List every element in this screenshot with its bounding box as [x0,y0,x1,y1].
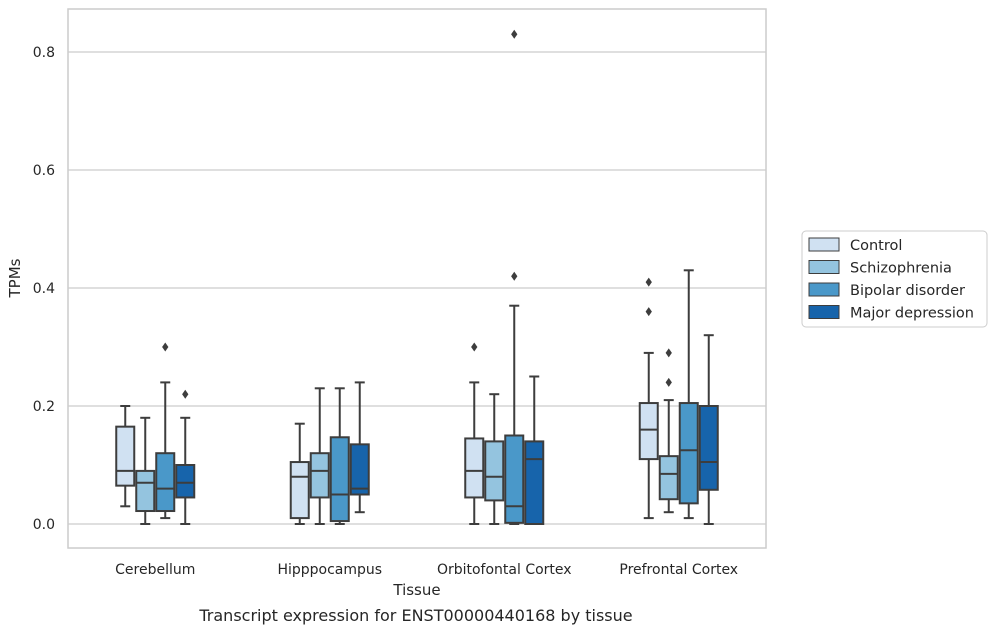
outlier-point [182,389,189,399]
outlier-point [665,348,672,358]
plot-frame [67,8,767,549]
y-tick-label: 0.6 [33,163,55,179]
box-major-depression [349,381,370,514]
box-control [289,422,310,525]
x-axis-label: Tissue [392,581,440,599]
legend-item: Schizophrenia [808,260,952,277]
legend-item: Bipolar disorder [808,282,965,299]
box-iqr [289,461,310,520]
box-control [464,342,485,525]
y-tick-label: 0.0 [33,517,55,533]
box-iqr [135,469,156,513]
box-iqr [638,402,659,461]
box-iqr [484,440,505,502]
figure-caption: Transcript expression for ENST0000044016… [199,606,633,625]
outlier-point [645,277,652,287]
box-schizophrenia [658,348,679,514]
box-iqr [464,437,485,499]
legend-item: Major depression [808,305,974,322]
box-iqr [524,440,545,525]
box-major-depression [524,375,545,525]
box-bipolar-disorder [504,29,525,525]
y-tick-label: 0.2 [33,399,55,415]
box-iqr [504,434,525,524]
legend-label: Schizophrenia [850,261,952,277]
x-tick-label: Cerebellum [115,562,195,578]
box-iqr [155,452,176,513]
legend: Control Schizophrenia Bipolar disorder Majo… [801,230,988,328]
y-axis: 0.0 0.2 0.4 0.6 0.8 [33,45,55,533]
y-tick-label: 0.8 [33,45,55,61]
legend-label: Bipolar disorder [850,283,965,299]
legend-label: Major depression [850,306,974,322]
box-bipolar-disorder [678,269,699,520]
box-iqr [115,425,136,487]
legend-swatch [808,260,840,274]
x-tick-label: Prefrontal Cortex [619,562,738,578]
box-iqr [309,452,330,499]
box-bipolar-disorder [329,387,350,525]
box-schizophrenia [135,416,156,525]
outlier-point [665,377,672,387]
box-iqr [175,464,196,499]
legend-swatch [808,305,840,319]
x-axis: Cerebellum Hipppocampus Orbitofontal Corte… [115,562,738,578]
x-tick-label: Orbitofontal Cortex [437,562,572,578]
outlier-point [471,342,478,352]
y-tick-label: 0.4 [33,281,55,297]
box-schizophrenia [309,387,330,525]
outlier-point [162,342,169,352]
box-plot-area [115,29,719,525]
box-major-depression [175,389,196,525]
box-control [115,405,136,508]
outlier-point [511,29,518,39]
box-iqr [329,436,350,523]
legend-label: Control [850,238,902,254]
legend-frame [801,230,988,328]
box-iqr [349,443,370,496]
outlier-point [511,271,518,281]
box-major-depression [698,334,719,525]
box-control [638,277,659,520]
box-schizophrenia [484,393,505,525]
box-bipolar-disorder [155,342,176,520]
x-tick-label: Hipppocampus [277,562,382,578]
box-iqr [658,455,679,501]
outlier-point [645,307,652,317]
legend-swatch [808,282,840,297]
legend-item: Control [808,237,902,254]
y-axis-label: TPMs [6,258,24,298]
box-iqr [698,405,719,491]
box-iqr [678,402,699,505]
legend-swatch [808,237,840,252]
